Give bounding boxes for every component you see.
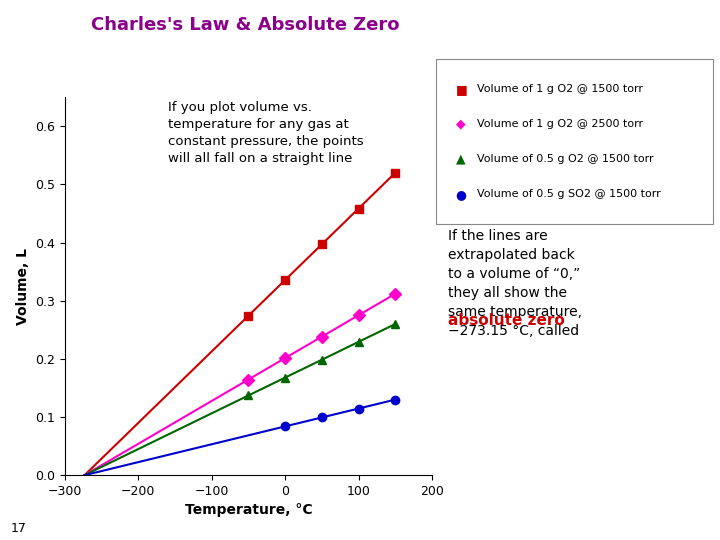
Text: Charles's Law & Absolute Zero: Charles's Law & Absolute Zero bbox=[91, 16, 399, 34]
Text: If the lines are
extrapolated back
to a volume of “0,”
they all show the
same te: If the lines are extrapolated back to a … bbox=[448, 230, 582, 338]
Text: Volume of 0.5 g O2 @ 1500 torr: Volume of 0.5 g O2 @ 1500 torr bbox=[477, 154, 654, 164]
Text: Volume of 1 g O2 @ 1500 torr: Volume of 1 g O2 @ 1500 torr bbox=[477, 84, 644, 94]
Text: Volume of 0.5 g SO2 @ 1500 torr: Volume of 0.5 g SO2 @ 1500 torr bbox=[477, 190, 661, 199]
Text: Volume of 1 g O2 @ 2500 torr: Volume of 1 g O2 @ 2500 torr bbox=[477, 119, 644, 129]
Text: absolute zero: absolute zero bbox=[448, 313, 564, 328]
Text: ◆: ◆ bbox=[456, 118, 465, 131]
Text: If you plot volume vs.
temperature for any gas at
constant pressure, the points
: If you plot volume vs. temperature for a… bbox=[168, 101, 364, 165]
Text: ●: ● bbox=[456, 188, 467, 201]
Text: 17: 17 bbox=[11, 522, 27, 535]
X-axis label: Temperature, °C: Temperature, °C bbox=[184, 503, 312, 517]
Y-axis label: Volume, L: Volume, L bbox=[16, 248, 30, 325]
Text: ▲: ▲ bbox=[456, 153, 465, 166]
Text: ■: ■ bbox=[456, 83, 467, 96]
